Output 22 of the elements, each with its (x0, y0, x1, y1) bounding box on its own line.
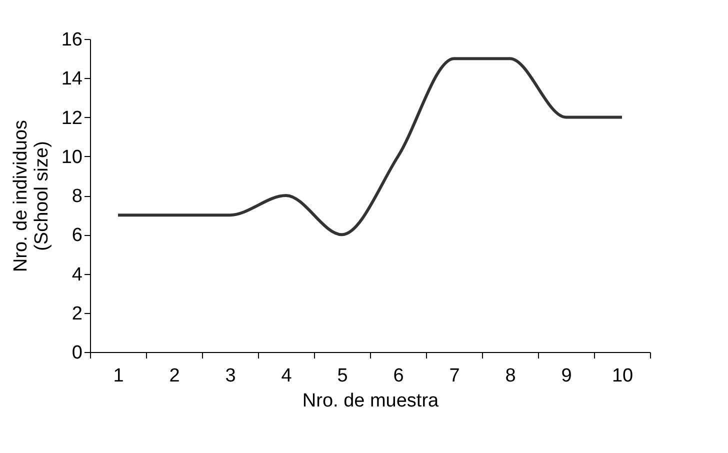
line-series (116, 57, 624, 236)
y-tick-label: 10 (61, 146, 82, 168)
x-tick-label: 3 (225, 366, 236, 386)
x-tick-label: 4 (281, 366, 292, 386)
x-tick-label: 6 (393, 366, 404, 386)
x-tick-label: 5 (337, 366, 348, 386)
x-tick-label: 2 (169, 366, 180, 386)
y-tick-label: 16 (61, 30, 82, 50)
y-tick-label: 14 (61, 68, 83, 90)
y-axis-title: Nro. de individuos (School size) (10, 120, 52, 272)
x-tick-label: 1 (113, 366, 124, 386)
y-tick-label: 8 (72, 186, 82, 207)
y-tick-label: 4 (72, 264, 83, 286)
y-tick-label: 0 (72, 342, 82, 364)
x-tick-label: 7 (449, 366, 460, 386)
y-tick-label: 12 (61, 108, 82, 129)
x-tick-label: 10 (612, 366, 634, 386)
y-tick-label: 2 (72, 303, 82, 324)
y-tick-label: 6 (72, 225, 82, 246)
x-tick-label: 9 (561, 366, 572, 386)
x-axis-title: Nro. de muestra (302, 390, 440, 412)
x-tick-label: 8 (505, 366, 516, 386)
